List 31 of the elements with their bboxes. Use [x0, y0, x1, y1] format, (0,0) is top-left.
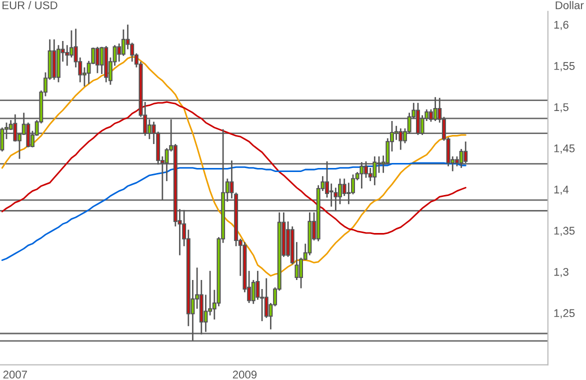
candlestick: [65, 44, 70, 66]
candlestick: [164, 147, 169, 182]
candlestick: [100, 46, 104, 75]
y-tick-label: 1,25: [554, 309, 575, 318]
candlestick: [204, 294, 208, 333]
candlestick: [464, 140, 468, 164]
candlestick: [372, 156, 377, 186]
y-tick-label: 1,55: [554, 62, 575, 72]
candlestick: [329, 182, 334, 208]
line-series: [1, 101, 466, 235]
candlestick: [0, 126, 4, 152]
candlestick: [117, 42, 122, 62]
y-axis-title: Dollar: [556, 1, 584, 10]
candlestick: [256, 270, 260, 300]
candlestick: [334, 186, 338, 212]
candlestick: [13, 114, 18, 142]
chart-title: EUR / USD: [2, 1, 58, 10]
candlestick: [360, 161, 364, 190]
candlestick: [433, 96, 438, 122]
y-tick-label: 1,35: [554, 226, 575, 236]
y-tick-label: 1,6: [554, 20, 568, 30]
candlestick: [394, 125, 398, 141]
candlestick: [147, 118, 152, 140]
y-tick-label: 1,5: [554, 103, 568, 112]
y-tick-label: 1,4: [554, 186, 569, 195]
x-tick-label: 2009: [232, 370, 257, 379]
candlestick: [346, 182, 351, 205]
candlestick: [398, 128, 403, 150]
x-tick-label: 2007: [3, 370, 27, 379]
y-tick-label: 1,3: [554, 268, 568, 278]
y-tick-label: 1,45: [554, 144, 575, 154]
